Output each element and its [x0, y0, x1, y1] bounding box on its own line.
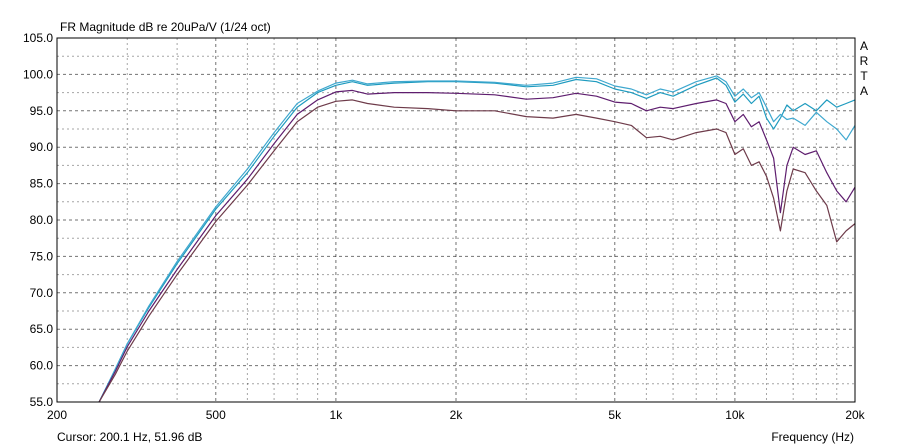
- y-tick-label: 100.0: [23, 67, 53, 81]
- y-tick-label: 60.0: [30, 359, 54, 373]
- y-tick-label: 105.0: [23, 31, 53, 45]
- series-line-1: [98, 77, 856, 403]
- x-tick-label: 20k: [845, 408, 865, 422]
- x-tick-label: 1k: [330, 408, 344, 422]
- plot-frame: [56, 37, 856, 403]
- watermark-letter: T: [860, 69, 868, 83]
- watermark-letter: A: [860, 84, 868, 98]
- x-tick-label: 5k: [608, 408, 622, 422]
- y-tick-label: 85.0: [30, 177, 54, 191]
- x-axis-label: Frequency (Hz): [771, 430, 854, 444]
- cursor-readout: Cursor: 200.1 Hz, 51.96 dB: [57, 430, 202, 444]
- y-tick-label: 75.0: [30, 249, 54, 263]
- watermark-letter: R: [860, 54, 869, 68]
- series-line-3: [98, 89, 856, 403]
- y-tick-label: 65.0: [30, 322, 54, 336]
- x-tick-labels: 200 500 1k 2k 5k 10k 20k: [47, 408, 866, 422]
- y-tick-labels: 105.0 100.0 95.0 90.0 85.0 80.0 75.0 70.0 65.0 60…: [23, 31, 53, 409]
- series-layer: [98, 75, 856, 403]
- x-tick-label: 500: [206, 408, 226, 422]
- y-tick-label: 90.0: [30, 140, 54, 154]
- series-line-2: [98, 75, 856, 403]
- series-line-4: [98, 99, 856, 403]
- x-tick-label: 10k: [725, 408, 745, 422]
- x-tick-label: 200: [47, 408, 67, 422]
- y-tick-label: 55.0: [30, 395, 54, 409]
- y-tick-label: 95.0: [30, 104, 54, 118]
- chart-title: FR Magnitude dB re 20uPa/V (1/24 oct): [60, 20, 271, 34]
- watermark-letter: A: [860, 39, 868, 53]
- y-tick-label: 80.0: [30, 213, 54, 227]
- x-tick-label: 2k: [450, 408, 464, 422]
- y-tick-label: 70.0: [30, 286, 54, 300]
